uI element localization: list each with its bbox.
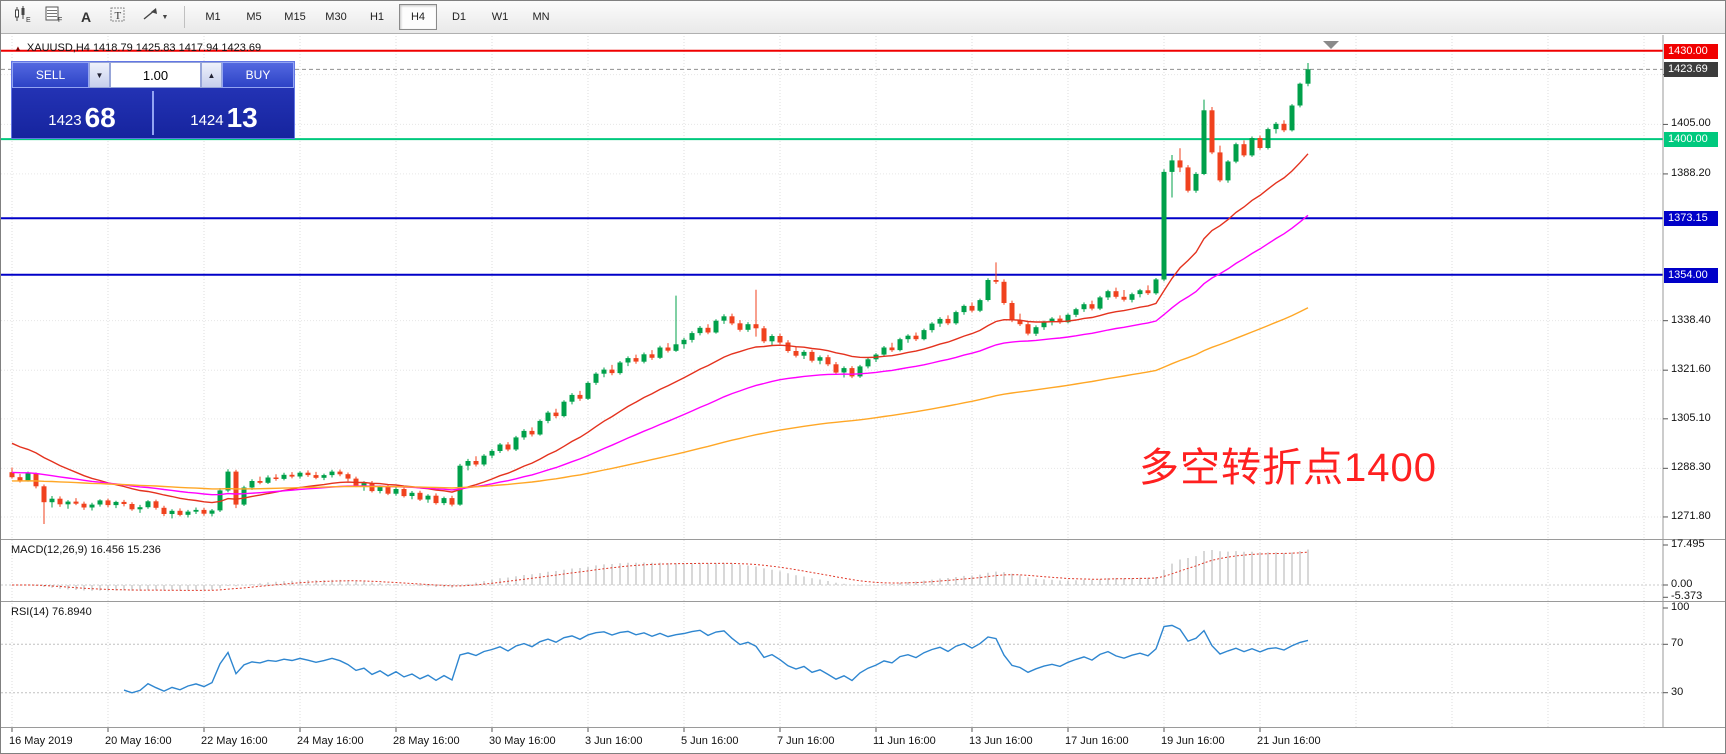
- buy-price-main: 1424: [190, 111, 224, 129]
- price-line-tag: 1373.15: [1664, 211, 1718, 226]
- chart-title-text: XAUUSD,H4 1418.79 1425.83 1417.94 1423.6…: [26, 42, 262, 54]
- time-axis-label: 20 May 16:00: [105, 735, 172, 747]
- chart-symbol-icon: ▲: [14, 43, 22, 53]
- price-line-tag: 1423.69: [1664, 62, 1718, 77]
- text-box-button[interactable]: T: [103, 3, 133, 31]
- timeframe-button-h4[interactable]: H4: [399, 4, 437, 30]
- volume-increase-button[interactable]: ▲: [201, 62, 222, 88]
- price-line-tag: 1430.00: [1664, 44, 1718, 59]
- letter-a-icon: A: [80, 9, 92, 25]
- chart-type-button[interactable]: E: [7, 3, 37, 31]
- price-divider: [152, 91, 154, 135]
- rsi-axis-label: 100: [1671, 601, 1690, 613]
- timeframe-button-mn[interactable]: MN: [532, 11, 550, 23]
- data-window-icon: F: [45, 6, 64, 28]
- sell-price-main: 1423: [48, 111, 82, 129]
- dropdown-caret-icon: ▼: [161, 13, 169, 21]
- text-label-button[interactable]: A: [71, 3, 101, 31]
- timeframe-button-m1[interactable]: M1: [205, 11, 221, 23]
- caret-down-icon: ▼: [95, 70, 104, 80]
- timeframe-button-d1[interactable]: D1: [451, 11, 467, 23]
- sell-price-pips: 68: [84, 101, 116, 133]
- time-axis-label: 24 May 16:00: [297, 735, 364, 747]
- trade-buttons-row: SELL ▼ ▲ BUY: [12, 62, 294, 88]
- macd-label: MACD(12,26,9) 16.456 15.236: [11, 544, 161, 556]
- volume-input[interactable]: [110, 62, 201, 88]
- buy-button[interactable]: BUY: [222, 62, 294, 88]
- time-axis-label: 19 Jun 16:00: [1161, 735, 1225, 747]
- price-axis-label: 1338.40: [1671, 314, 1711, 326]
- timeframe-button-m15[interactable]: M15: [284, 11, 306, 23]
- time-axis-label: 5 Jun 16:00: [681, 735, 739, 747]
- svg-text:F: F: [58, 17, 62, 23]
- time-axis-label: 21 Jun 16:00: [1257, 735, 1321, 747]
- price-line-tag: 1400.00: [1664, 132, 1718, 147]
- time-axis-label: 11 Jun 16:00: [873, 735, 936, 747]
- price-axis-label: 1288.30: [1671, 461, 1711, 473]
- time-axis-label: 3 Jun 16:00: [585, 735, 643, 747]
- toolbar-separator: [184, 6, 185, 28]
- timeframe-toolbar: M1 M5 M15 M30 H1 H4 D1 W1 MN: [194, 4, 560, 30]
- price-axis-label: 1305.10: [1671, 412, 1711, 424]
- sell-button[interactable]: SELL: [12, 62, 89, 88]
- caret-up-icon: ▲: [207, 70, 216, 80]
- sell-price: 1423 68: [12, 88, 152, 138]
- toolbar: E F A T: [1, 1, 1725, 34]
- time-axis-label: 16 May 2019: [9, 735, 73, 747]
- svg-text:T: T: [115, 10, 122, 22]
- one-click-trading-panel: SELL ▼ ▲ BUY 1423 68 1424 13: [11, 61, 295, 139]
- price-axis-label: 1405.00: [1671, 117, 1711, 129]
- macd-axis-label: -5.373: [1671, 590, 1703, 602]
- buy-price-pips: 13: [226, 101, 258, 133]
- time-axis-label: 30 May 16:00: [489, 735, 556, 747]
- price-axis-label: 1271.80: [1671, 510, 1711, 522]
- chart-shift-marker-icon: [1323, 41, 1339, 49]
- macd-axis-label: 0.00: [1671, 578, 1693, 590]
- rsi-axis-label: 70: [1671, 637, 1684, 649]
- buy-price: 1424 13: [154, 88, 294, 138]
- price-axis-label: 1321.60: [1671, 363, 1711, 375]
- time-axis-label: 17 Jun 16:00: [1065, 735, 1129, 747]
- trendline-icon: [142, 6, 160, 28]
- letter-t-icon: T: [109, 6, 127, 28]
- price-line-tag: 1354.00: [1664, 268, 1718, 283]
- time-axis-label: 7 Jun 16:00: [777, 735, 835, 747]
- timeframe-button-w1[interactable]: W1: [491, 11, 509, 23]
- rsi-axis-label: 30: [1671, 686, 1684, 698]
- candlestick-chart-icon: E: [13, 6, 32, 28]
- time-axis-label: 28 May 16:00: [393, 735, 460, 747]
- time-axis-label: 13 Jun 16:00: [969, 735, 1033, 747]
- timeframe-button-m5[interactable]: M5: [246, 11, 262, 23]
- line-studies-button[interactable]: ▼: [135, 3, 175, 31]
- trade-prices-row: 1423 68 1424 13: [12, 88, 294, 138]
- timeframe-button-m30[interactable]: M30: [325, 11, 347, 23]
- svg-text:E: E: [26, 17, 31, 23]
- rsi-label: RSI(14) 76.8940: [11, 606, 92, 618]
- price-axis-label: 1388.20: [1671, 167, 1711, 179]
- timeframe-button-h1[interactable]: H1: [369, 11, 385, 23]
- data-window-button[interactable]: F: [39, 3, 69, 31]
- time-axis-label: 22 May 16:00: [201, 735, 268, 747]
- macd-axis-label: 17.495: [1671, 538, 1705, 550]
- volume-decrease-button[interactable]: ▼: [89, 62, 110, 88]
- chart-title: ▲ XAUUSD,H4 1418.79 1425.83 1417.94 1423…: [14, 42, 261, 54]
- chart-annotation: 多空转折点1400: [1139, 446, 1437, 490]
